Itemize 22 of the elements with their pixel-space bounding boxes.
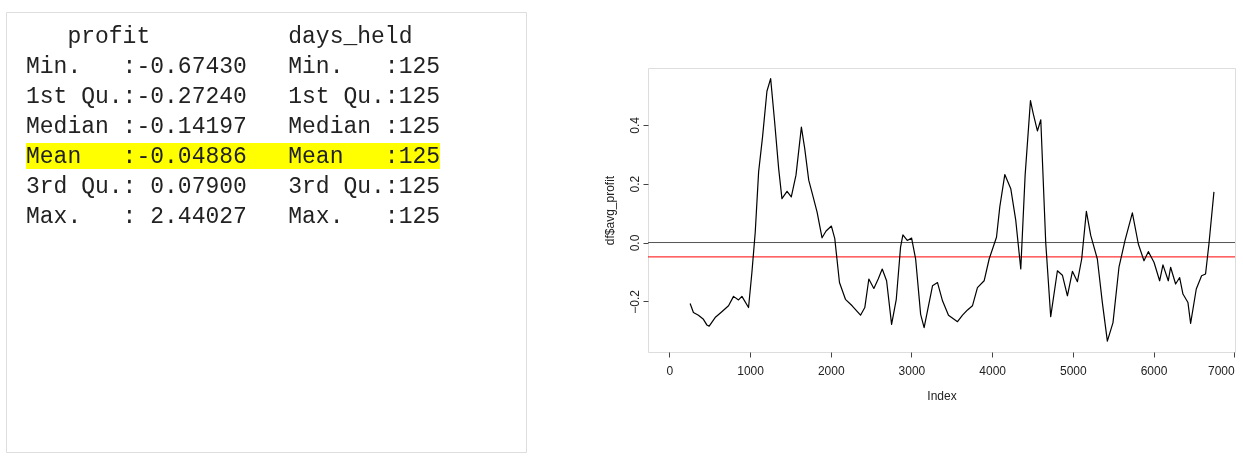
text: profit days_held <box>67 24 413 50</box>
y-tick-label: 0.0 <box>627 234 642 252</box>
x-tick-label: 2000 <box>817 363 845 378</box>
text: Mean :-0.04886 Mean :125 <box>26 144 441 170</box>
x-axis-title: Index <box>927 388 957 403</box>
text: Min. :-0.67430 Min. :125 <box>26 54 441 80</box>
y-tick-label: −0.2 <box>627 289 642 314</box>
y-axis-title: df$avg_profit <box>602 175 617 246</box>
x-tick-label: 5000 <box>1059 363 1087 378</box>
x-tick-label: 3000 <box>898 363 926 378</box>
text: Max. : 2.44027 Max. :125 <box>26 204 441 230</box>
y-tick-label: 0.2 <box>627 175 642 193</box>
text: 1st Qu.:-0.27240 1st Qu.:125 <box>26 84 441 110</box>
x-tick-label: 0 <box>666 363 674 378</box>
y-tick-label: 0.4 <box>627 116 642 134</box>
line-series <box>689 78 1215 342</box>
x-tick-label: 7000 <box>1207 363 1236 378</box>
x-tick-label: 6000 <box>1140 363 1168 378</box>
text: Median :-0.14197 Median :125 <box>26 114 441 140</box>
x-tick-label: 1000 <box>737 363 765 378</box>
text: 3rd Qu.: 0.07900 3rd Qu.:125 <box>26 174 441 200</box>
x-tick-label: 4000 <box>979 363 1007 378</box>
